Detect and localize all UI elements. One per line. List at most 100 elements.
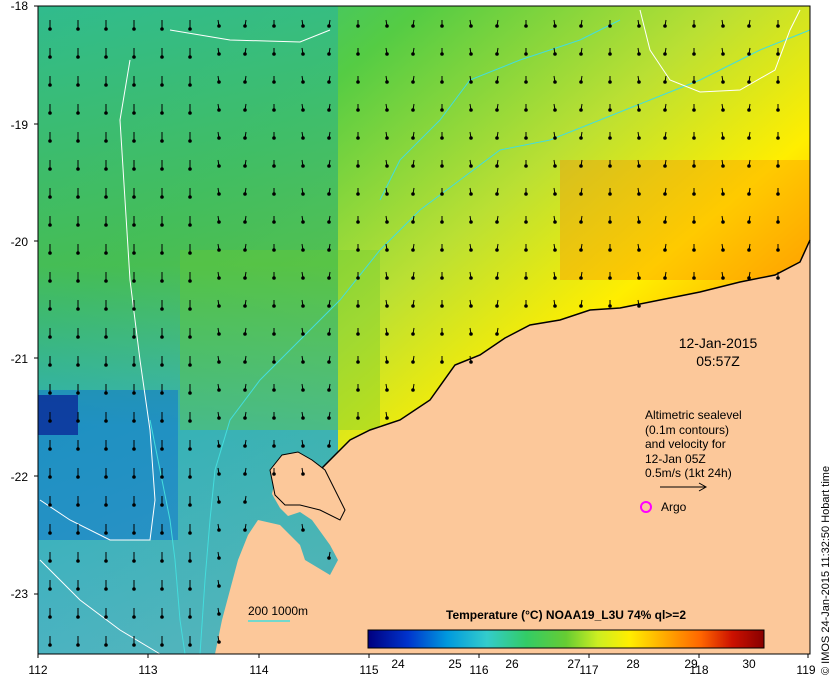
velocity-arrowhead: [217, 304, 221, 308]
velocity-arrowhead: [272, 108, 276, 112]
velocity-arrowhead: [524, 164, 528, 168]
velocity-arrowhead: [385, 304, 389, 308]
velocity-arrowhead: [243, 472, 247, 476]
velocity-arrowhead: [411, 276, 415, 280]
velocity-arrowhead: [272, 332, 276, 336]
velocity-arrowhead: [356, 304, 360, 308]
velocity-arrowhead: [327, 248, 331, 252]
velocity-arrowhead: [160, 279, 164, 283]
velocity-arrowhead: [663, 164, 667, 168]
velocity-arrowhead: [48, 307, 52, 311]
lon-tick-label: 116: [469, 663, 488, 677]
velocity-arrowhead: [411, 80, 415, 84]
velocity-arrowhead: [495, 192, 499, 196]
velocity-arrowhead: [747, 192, 751, 196]
velocity-arrowhead: [76, 335, 80, 339]
velocity-arrowhead: [188, 531, 192, 535]
velocity-arrowhead: [188, 223, 192, 227]
velocity-arrowhead: [747, 220, 751, 224]
velocity-arrowhead: [411, 388, 415, 392]
velocity-arrowhead: [132, 27, 136, 31]
velocity-arrowhead: [469, 360, 473, 364]
velocity-arrowhead: [301, 304, 305, 308]
velocity-arrowhead: [637, 24, 641, 28]
velocity-arrowhead: [104, 251, 108, 255]
velocity-arrowhead: [76, 615, 80, 619]
land-mainland: [215, 240, 810, 654]
velocity-arrowhead: [48, 251, 52, 255]
velocity-arrowhead: [469, 24, 473, 28]
velocity-arrowhead: [188, 27, 192, 31]
argo-marker: [640, 501, 652, 513]
velocity-arrowhead: [243, 220, 247, 224]
velocity-arrowhead: [301, 472, 305, 476]
velocity-arrowhead: [217, 500, 221, 504]
velocity-arrowhead: [579, 164, 583, 168]
velocity-arrowhead: [160, 531, 164, 535]
velocity-arrowhead: [553, 52, 557, 56]
velocity-arrowhead: [132, 111, 136, 115]
velocity-arrowhead: [356, 108, 360, 112]
velocity-arrowhead: [217, 220, 221, 224]
velocity-arrowhead: [776, 108, 780, 112]
velocity-arrowhead: [301, 136, 305, 140]
velocity-arrowhead: [132, 503, 136, 507]
velocity-arrowhead: [747, 164, 751, 168]
velocity-arrowhead: [76, 363, 80, 367]
velocity-arrowhead: [272, 24, 276, 28]
velocity-arrowhead: [243, 248, 247, 252]
velocity-arrowhead: [132, 223, 136, 227]
velocity-arrowhead: [692, 136, 696, 140]
velocity-arrowhead: [104, 643, 108, 647]
argo-label: Argo: [661, 500, 687, 514]
velocity-arrowhead: [663, 136, 667, 140]
velocity-arrowhead: [188, 587, 192, 591]
velocity-arrowhead: [104, 363, 108, 367]
velocity-arrowhead: [692, 220, 696, 224]
velocity-arrowhead: [356, 192, 360, 196]
velocity-arrowhead: [721, 52, 725, 56]
velocity-arrowhead: [411, 220, 415, 224]
velocity-arrowhead: [301, 416, 305, 420]
lat-tick-label: -23: [11, 587, 29, 601]
velocity-arrowhead: [132, 615, 136, 619]
velocity-arrowhead: [469, 220, 473, 224]
velocity-arrowhead: [356, 360, 360, 364]
velocity-arrowhead: [356, 136, 360, 140]
velocity-arrowhead: [301, 24, 305, 28]
velocity-arrowhead: [160, 83, 164, 87]
velocity-arrowhead: [132, 83, 136, 87]
velocity-arrowhead: [48, 167, 52, 171]
velocity-arrowhead: [440, 220, 444, 224]
legend-line: and velocity for: [645, 437, 726, 451]
velocity-arrowhead: [132, 587, 136, 591]
velocity-arrowhead: [469, 108, 473, 112]
lon-tick-label: 119: [796, 663, 815, 677]
colorbar-tick: 29: [684, 657, 698, 671]
velocity-arrowhead: [272, 416, 276, 420]
velocity-arrowhead: [188, 363, 192, 367]
lat-tick-labels: -18 -19 -20 -21 -22 -23: [11, 0, 29, 601]
velocity-arrowhead: [217, 416, 221, 420]
velocity-arrowhead: [327, 416, 331, 420]
velocity-arrowhead: [495, 304, 499, 308]
velocity-arrowhead: [217, 444, 221, 448]
velocity-arrowhead: [608, 164, 612, 168]
velocity-arrowhead: [272, 248, 276, 252]
velocity-arrowhead: [495, 108, 499, 112]
velocity-arrowhead: [217, 108, 221, 112]
velocity-arrowhead: [301, 332, 305, 336]
velocity-arrowhead: [663, 276, 667, 280]
velocity-arrowhead: [188, 111, 192, 115]
colorbar-tick: 30: [742, 657, 756, 671]
velocity-arrowhead: [692, 52, 696, 56]
velocity-arrowhead: [188, 139, 192, 143]
velocity-arrowhead: [637, 276, 641, 280]
velocity-arrowhead: [356, 388, 360, 392]
velocity-arrowhead: [440, 332, 444, 336]
velocity-arrowhead: [385, 360, 389, 364]
colorbar-tick: 26: [505, 657, 519, 671]
velocity-arrowhead: [104, 531, 108, 535]
velocity-arrowhead: [356, 52, 360, 56]
velocity-arrowhead: [327, 332, 331, 336]
